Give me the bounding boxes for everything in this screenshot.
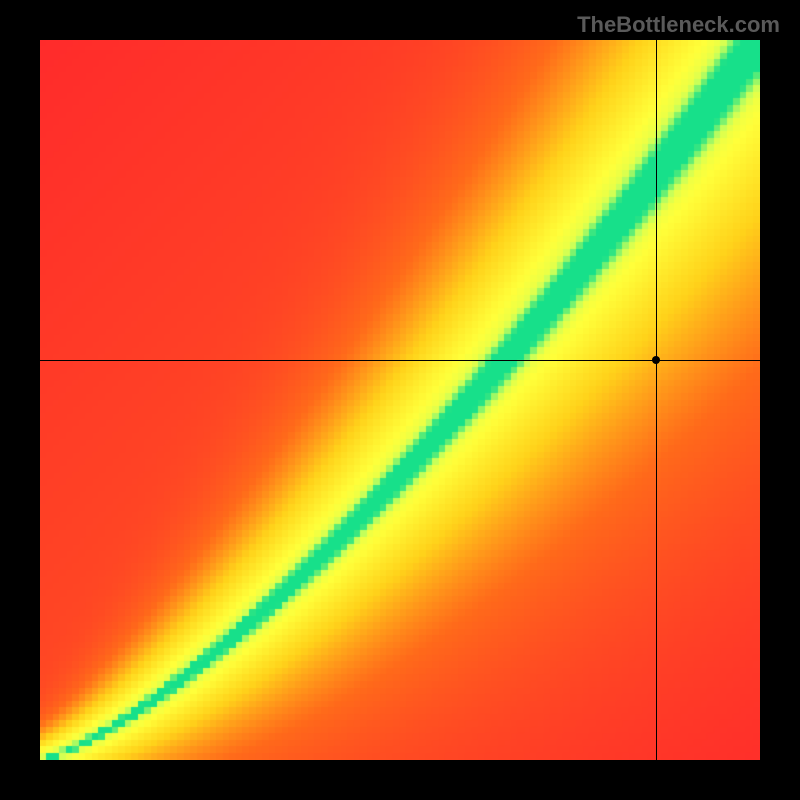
heatmap-canvas [40, 40, 760, 760]
crosshair-marker [652, 356, 660, 364]
heatmap-plot [40, 40, 760, 760]
watermark-text: TheBottleneck.com [577, 12, 780, 38]
crosshair-vertical [656, 40, 657, 760]
